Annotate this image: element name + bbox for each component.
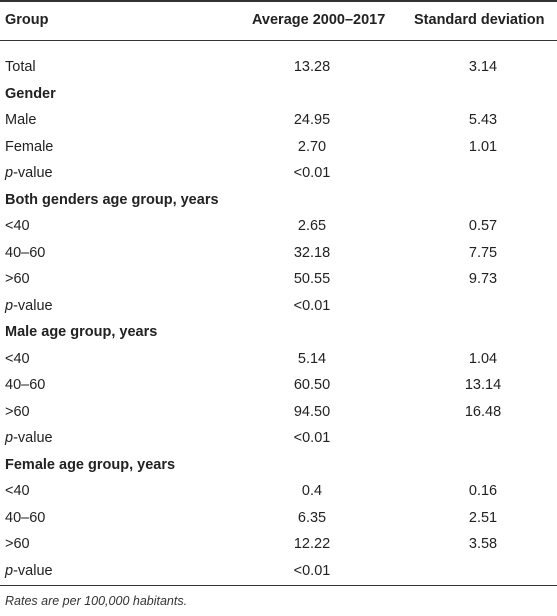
- table-top-rule: [0, 0, 557, 2]
- cell-average: <0.01: [293, 165, 331, 181]
- cell-average: 2.65: [297, 218, 327, 234]
- table-header-row: Group Average 2000–2017 Standard deviati…: [0, 8, 557, 32]
- cell-standard-deviation: 16.48: [464, 403, 502, 420]
- row-label: >60: [5, 271, 30, 287]
- cell-average: 0.4: [301, 483, 323, 499]
- table-row: p-value <0.01: [0, 161, 557, 185]
- cell-standard-deviation: 0.57: [468, 218, 498, 234]
- cell-average: 12.22: [293, 536, 331, 552]
- row-label-italic: p: [5, 430, 14, 446]
- table-row: Total 13.28 3.14: [0, 55, 557, 79]
- table-footnote: Rates are per 100,000 habitants.: [5, 594, 188, 608]
- cell-average: 94.50: [293, 403, 331, 420]
- cell-average: <0.01: [293, 562, 331, 579]
- cell-average: 6.35: [297, 509, 327, 526]
- cell-standard-deviation: 2.51: [468, 509, 498, 526]
- table-header-rule: [0, 40, 557, 41]
- table-row: p-value <0.01: [0, 426, 557, 450]
- header-standard-deviation: Standard deviation: [414, 12, 545, 28]
- table-section-row: Both genders age group, years: [0, 188, 557, 212]
- row-label: <40: [5, 218, 30, 234]
- cell-standard-deviation: 0.16: [468, 483, 498, 499]
- cell-standard-deviation: 5.43: [468, 112, 498, 128]
- table-section-row: Female age group, years: [0, 453, 557, 477]
- row-label: 40–60: [5, 377, 46, 393]
- cell-average: 2.70: [297, 138, 327, 155]
- cell-standard-deviation: 7.75: [468, 244, 498, 261]
- cell-standard-deviation: 1.04: [468, 350, 498, 367]
- row-label-rest: -value: [13, 165, 53, 181]
- cell-standard-deviation: 1.01: [468, 138, 498, 155]
- row-label: Male: [5, 112, 37, 128]
- section-label: Female age group, years: [5, 456, 176, 473]
- section-label: Gender: [5, 85, 56, 102]
- table-row: <40 0.4 0.16: [0, 479, 557, 503]
- table-section-row: Gender: [0, 82, 557, 106]
- cell-average: 50.55: [293, 271, 331, 287]
- table-row: 40–60 32.18 7.75: [0, 241, 557, 265]
- cell-average: 60.50: [293, 377, 331, 393]
- cell-average: <0.01: [293, 430, 331, 446]
- row-label: <40: [5, 483, 30, 499]
- header-group: Group: [5, 12, 49, 28]
- table-section-row: Male age group, years: [0, 320, 557, 344]
- cell-standard-deviation: 9.73: [468, 271, 498, 287]
- row-label-rest: -value: [13, 562, 53, 579]
- cell-standard-deviation: 3.58: [468, 536, 498, 552]
- row-label: p-value: [5, 559, 53, 583]
- cell-average: <0.01: [293, 297, 331, 314]
- table-row: p-value <0.01: [0, 559, 557, 583]
- row-label: <40: [5, 350, 30, 367]
- section-label: Male age group, years: [5, 324, 158, 340]
- row-label-rest: -value: [13, 430, 53, 446]
- table-row: 40–60 60.50 13.14: [0, 373, 557, 397]
- section-label: Both genders age group, years: [5, 191, 219, 208]
- row-label-italic: p: [5, 562, 14, 579]
- table-row: Male 24.95 5.43: [0, 108, 557, 132]
- row-label-rest: -value: [13, 297, 53, 314]
- row-label: 40–60: [5, 244, 46, 261]
- table-row: 40–60 6.35 2.51: [0, 506, 557, 530]
- cell-average: 32.18: [293, 244, 331, 261]
- table-row: >60 50.55 9.73: [0, 267, 557, 291]
- row-label: Total: [5, 59, 36, 75]
- row-label: p-value: [5, 426, 53, 450]
- row-label: >60: [5, 403, 30, 420]
- row-label: Female: [5, 138, 54, 155]
- table-row: >60 12.22 3.58: [0, 532, 557, 556]
- row-label: 40–60: [5, 509, 46, 526]
- table-bottom-rule: [0, 585, 557, 586]
- row-label-italic: p: [5, 297, 14, 314]
- cell-standard-deviation: 13.14: [464, 377, 502, 393]
- table-row: >60 94.50 16.48: [0, 400, 557, 424]
- table-row: <40 5.14 1.04: [0, 347, 557, 371]
- row-label: >60: [5, 536, 30, 552]
- row-label: p-value: [5, 294, 53, 318]
- table-row: p-value <0.01: [0, 294, 557, 318]
- row-label-italic: p: [5, 165, 14, 181]
- cell-average: 24.95: [293, 112, 331, 128]
- cell-standard-deviation: 3.14: [468, 59, 498, 75]
- table-row: <40 2.65 0.57: [0, 214, 557, 238]
- table-row: Female 2.70 1.01: [0, 135, 557, 159]
- row-label: p-value: [5, 161, 53, 185]
- cell-average: 13.28: [293, 59, 331, 75]
- header-average: Average 2000–2017: [252, 12, 386, 28]
- cell-average: 5.14: [297, 350, 327, 367]
